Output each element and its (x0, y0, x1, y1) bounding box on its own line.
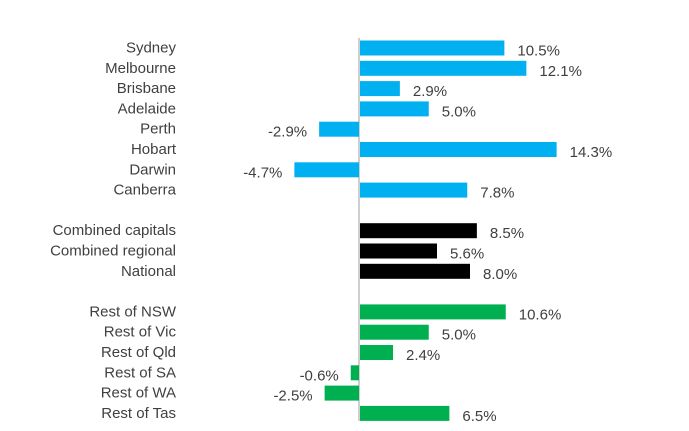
value-label-melbourne: 12.1% (539, 63, 582, 80)
category-label-hobart: Hobart (131, 141, 177, 158)
bar-combined-capitals (360, 223, 477, 239)
category-label-rest-of-vic: Rest of Vic (104, 324, 177, 341)
value-label-rest-of-tas: 6.5% (462, 408, 496, 425)
value-label-brisbane: 2.9% (413, 83, 447, 100)
category-label-perth: Perth (140, 121, 176, 138)
bar-rest-of-sa (350, 365, 359, 381)
value-label-adelaide: 5.0% (442, 103, 476, 120)
bar-canberra (360, 182, 468, 198)
bar-darwin (294, 162, 359, 178)
bar-rest-of-nsw (360, 304, 506, 320)
category-label-darwin: Darwin (129, 161, 176, 178)
value-label-combined-capitals: 8.5% (490, 225, 524, 242)
value-label-hobart: 14.3% (570, 144, 613, 161)
bar-rest-of-tas (360, 405, 450, 421)
category-label-brisbane: Brisbane (117, 80, 176, 97)
bar-brisbane (360, 81, 400, 97)
value-label-rest-of-nsw: 10.6% (519, 306, 562, 323)
value-label-rest-of-qld: 2.4% (406, 347, 440, 364)
bar-rest-of-qld (360, 345, 393, 360)
value-label-darwin: -4.7% (243, 164, 282, 181)
category-label-rest-of-wa: Rest of WA (101, 385, 176, 402)
value-label-rest-of-sa: -0.6% (300, 367, 339, 384)
value-label-combined-regional: 5.6% (450, 246, 484, 263)
bar-adelaide (360, 101, 429, 117)
category-label-adelaide: Adelaide (118, 100, 176, 117)
bar-rest-of-wa (324, 385, 359, 401)
category-label-canberra: Canberra (113, 182, 176, 199)
category-label-melbourne: Melbourne (105, 60, 176, 77)
value-label-rest-of-vic: 5.0% (442, 327, 476, 344)
value-label-perth: -2.9% (268, 124, 307, 141)
bar-melbourne (360, 60, 527, 76)
bar-hobart (360, 142, 557, 157)
bar-rest-of-vic (360, 324, 429, 340)
bar-sydney (360, 40, 505, 56)
category-label-sydney: Sydney (126, 40, 177, 57)
category-label-rest-of-sa: Rest of SA (104, 364, 176, 381)
bar-perth (319, 121, 359, 137)
value-label-sydney: 10.5% (517, 43, 560, 60)
category-label-rest-of-qld: Rest of Qld (101, 344, 176, 361)
value-label-rest-of-wa: -2.5% (273, 388, 312, 405)
bar-national (360, 263, 470, 279)
category-label-combined-regional: Combined regional (50, 243, 176, 260)
category-label-rest-of-tas: Rest of Tas (101, 405, 176, 422)
value-label-canberra: 7.8% (480, 185, 514, 202)
category-label-rest-of-nsw: Rest of NSW (89, 303, 177, 320)
bar-combined-regional (360, 243, 437, 259)
category-label-national: National (121, 263, 176, 280)
value-label-national: 8.0% (483, 266, 517, 283)
category-label-combined-capitals: Combined capitals (53, 222, 176, 239)
